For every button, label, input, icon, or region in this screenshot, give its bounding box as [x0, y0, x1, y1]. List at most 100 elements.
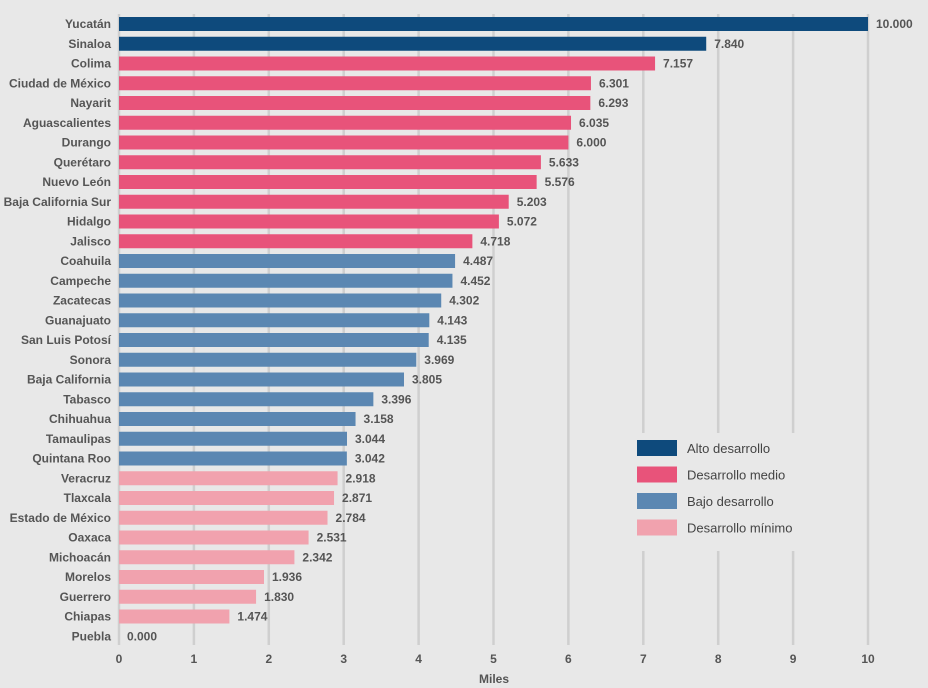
category-label: Jalisco	[70, 234, 111, 248]
category-label: Oaxaca	[68, 531, 111, 545]
x-axis-ticks: 0 1 2 3 4 5 6 7 8 9 10	[116, 652, 875, 666]
value-label: 7.840	[714, 37, 744, 51]
bar	[119, 609, 230, 624]
x-tick-label: 6	[565, 652, 572, 666]
bar	[119, 155, 541, 170]
category-label: Veracruz	[61, 471, 111, 485]
bar	[119, 412, 356, 426]
legend-label: Alto desarrollo	[687, 441, 770, 456]
value-label: 6.301	[599, 76, 629, 90]
bar	[119, 372, 404, 387]
x-tick-label: 2	[265, 652, 272, 666]
bar	[119, 76, 591, 91]
bar	[119, 333, 429, 347]
value-label: 1.830	[264, 590, 294, 604]
legend-label: Bajo desarrollo	[687, 494, 774, 509]
legend-swatch	[637, 440, 677, 456]
bar	[119, 352, 417, 367]
value-label: 3.044	[355, 432, 385, 446]
legend-label: Desarrollo medio	[687, 468, 785, 483]
x-tick-label: 3	[340, 652, 347, 666]
category-label: Zacatecas	[53, 294, 111, 308]
bar	[119, 570, 265, 584]
value-label: 1.474	[237, 610, 267, 624]
category-label: Nayarit	[70, 96, 111, 110]
category-labels: Yucatán Sinaloa Colima Ciudad de México Naya…	[4, 17, 112, 643]
value-label: 4.143	[437, 313, 467, 327]
legend: Alto desarrollo Desarrollo medio Bajo desa…	[624, 433, 840, 551]
bar	[119, 510, 328, 525]
value-label: 3.969	[424, 353, 454, 367]
bar	[119, 254, 456, 268]
category-label: Nuevo León	[42, 175, 111, 189]
bar	[119, 214, 499, 229]
value-label: 2.871	[342, 491, 372, 505]
category-label: Guanajuato	[45, 313, 111, 327]
bar	[119, 431, 347, 446]
value-label: 2.784	[336, 511, 366, 525]
category-label: San Luis Potosí	[21, 333, 112, 347]
value-label: 6.293	[598, 96, 628, 110]
bar	[119, 491, 335, 505]
value-label: 2.918	[346, 471, 376, 485]
bar	[119, 36, 707, 51]
value-label: 2.342	[302, 550, 332, 564]
category-label: Puebla	[72, 629, 112, 643]
category-label: Chihuahua	[49, 412, 111, 426]
value-label: 5.072	[507, 215, 537, 229]
category-label: Ciudad de México	[9, 76, 111, 90]
bar	[119, 313, 430, 328]
category-label: Chiapas	[64, 610, 111, 624]
bar	[119, 293, 442, 308]
x-axis-title: Miles	[479, 672, 509, 686]
category-label: Yucatán	[65, 17, 111, 31]
category-label: Campeche	[50, 274, 111, 288]
category-label: Quintana Roo	[32, 452, 111, 466]
category-label: Estado de México	[10, 511, 111, 525]
category-label: Baja California Sur	[4, 195, 112, 209]
category-label: Sonora	[70, 353, 112, 367]
value-labels: 10.000 7.840 7.157 6.301 6.293 6.035 6.000 5.63…	[127, 17, 913, 643]
value-label: 3.042	[355, 452, 385, 466]
bar	[119, 471, 338, 486]
bar	[119, 234, 473, 249]
value-label: 3.158	[364, 412, 394, 426]
value-label: 5.633	[549, 155, 579, 169]
category-label: Querétaro	[54, 155, 111, 169]
category-label: Colima	[71, 57, 111, 71]
value-label: 0.000	[127, 629, 157, 643]
bar	[119, 17, 868, 31]
category-label: Tlaxcala	[64, 491, 112, 505]
value-label: 5.576	[545, 175, 575, 189]
category-label: Coahuila	[60, 254, 111, 268]
bar	[119, 175, 537, 189]
value-label: 6.000	[576, 136, 606, 150]
bar	[119, 392, 374, 407]
value-label: 6.035	[579, 116, 609, 130]
legend-swatch	[637, 519, 677, 536]
bar	[119, 589, 257, 604]
bar	[119, 56, 656, 71]
category-label: Sinaloa	[68, 37, 111, 51]
value-label: 4.718	[480, 234, 510, 248]
legend-label: Desarrollo mínimo	[687, 521, 792, 536]
category-label: Guerrero	[60, 590, 111, 604]
category-label: Tamaulipas	[46, 432, 111, 446]
bar	[119, 451, 347, 466]
x-tick-label: 4	[415, 652, 422, 666]
bar	[119, 550, 295, 565]
x-tick-label: 0	[116, 652, 123, 666]
category-label: Tabasco	[63, 392, 111, 406]
value-label: 7.157	[663, 57, 693, 71]
category-label: Aguascalientes	[23, 116, 111, 130]
legend-swatch	[637, 466, 677, 483]
category-label: Durango	[62, 136, 111, 150]
value-label: 5.203	[517, 195, 547, 209]
x-tick-label: 5	[490, 652, 497, 666]
x-tick-label: 1	[191, 652, 198, 666]
value-label: 1.936	[272, 570, 302, 584]
x-tick-label: 7	[640, 652, 647, 666]
bar	[119, 273, 453, 288]
value-label: 4.302	[449, 294, 479, 308]
value-label: 3.805	[412, 373, 442, 387]
